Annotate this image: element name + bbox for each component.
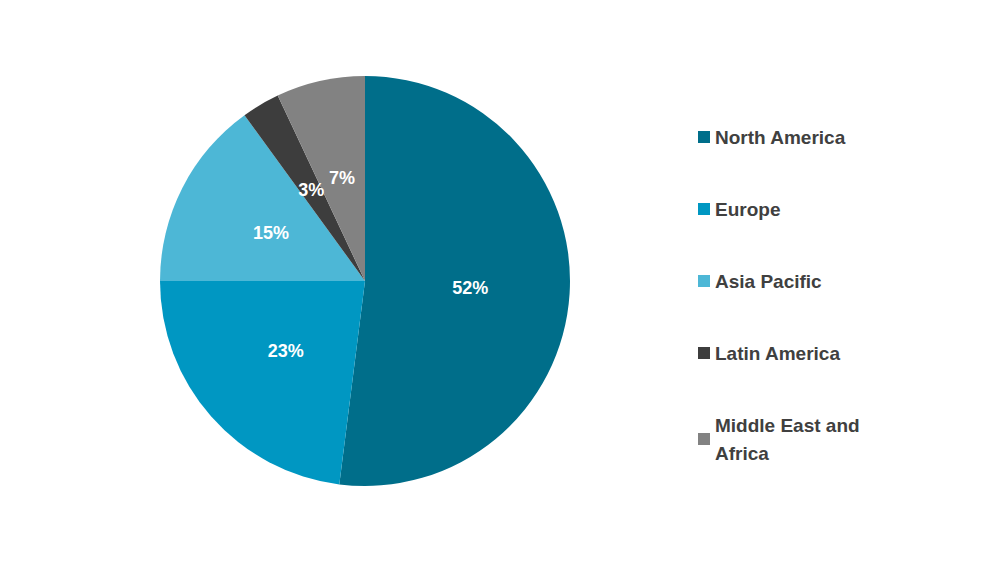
svg-text:Africa: Africa — [715, 443, 769, 464]
svg-text:Europe: Europe — [715, 199, 780, 220]
svg-text:Asia Pacific: Asia Pacific — [715, 271, 822, 292]
svg-text:52%: 52% — [452, 278, 488, 298]
svg-text:7%: 7% — [329, 168, 355, 188]
svg-text:Middle East and: Middle East and — [715, 415, 865, 436]
svg-text:23%: 23% — [268, 341, 304, 361]
svg-text:Latin America: Latin America — [715, 343, 840, 364]
svg-text:3%: 3% — [298, 180, 324, 200]
svg-text:North America: North America — [715, 127, 846, 148]
svg-text:15%: 15% — [253, 223, 289, 243]
